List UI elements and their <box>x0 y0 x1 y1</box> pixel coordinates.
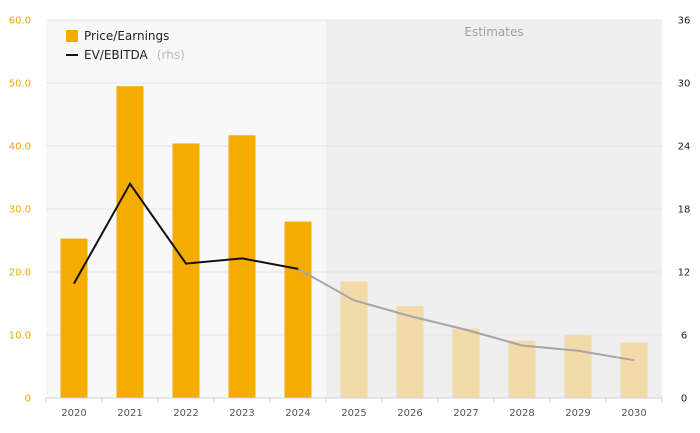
left-tick-label: 0 <box>25 394 31 405</box>
legend: Price/Earnings EV/EBITDA (rhs) <box>66 29 185 63</box>
left-tick-label: 30.0 <box>9 205 31 216</box>
estimates-label: Estimates <box>464 25 523 39</box>
right-tick-label: 24 <box>678 142 691 153</box>
left-tick-label: 10.0 <box>9 331 31 342</box>
axes: 0 10.0 20.0 30.0 40.0 50.0 60.0 0 6 12 18 24 30 36 202… <box>9 16 691 420</box>
ev-ebitda-point-2022 <box>185 263 187 265</box>
ev-ebitda-point-2028 <box>521 345 523 346</box>
bar-2024 <box>284 221 312 398</box>
ev-ebitda-point-2023 <box>241 257 243 259</box>
bar-2026 <box>396 306 424 398</box>
bar-2027 <box>452 328 480 398</box>
ev-ebitda-point-2025 <box>353 299 355 301</box>
right-tick-label: 18 <box>678 205 691 216</box>
legend-label-ev-ebitda-name: EV/EBITDA <box>84 48 149 62</box>
line-series <box>73 181 635 362</box>
ev-ebitda-point-2021 <box>129 183 131 185</box>
x-tick-label: 2023 <box>229 408 254 419</box>
ev-ebitda-point-2024 <box>297 268 299 270</box>
legend-bar-swatch <box>66 30 78 42</box>
left-tick-label: 20.0 <box>9 268 31 279</box>
ev-ebitda-point-2026 <box>409 315 411 317</box>
bar-series <box>60 86 648 399</box>
bar-2030 <box>620 342 648 398</box>
legend-label-price-earnings: Price/Earnings <box>84 29 169 43</box>
left-tick-label: 40.0 <box>9 142 31 153</box>
right-tick-label: 0 <box>681 394 687 405</box>
x-tick-label: 2025 <box>341 408 366 419</box>
x-tick-label: 2022 <box>173 408 198 419</box>
legend-label-rhs: (rhs) <box>157 48 185 62</box>
bar-2021 <box>116 86 144 399</box>
x-tick-label: 2024 <box>285 408 310 419</box>
bar-2020 <box>60 238 88 398</box>
right-tick-label: 6 <box>681 331 687 342</box>
left-tick-label: 60.0 <box>9 16 31 27</box>
legend-label-ev-ebitda: EV/EBITDA (rhs) <box>84 44 185 63</box>
ev-ebitda-point-2027 <box>465 329 467 331</box>
bar-2028 <box>508 340 536 398</box>
x-tick-label: 2020 <box>61 408 86 419</box>
right-tick-label: 36 <box>678 16 691 27</box>
x-tick-label: 2021 <box>117 408 142 419</box>
bar-2022 <box>172 143 200 398</box>
ev-ebitda-point-2029 <box>577 350 579 352</box>
x-tick-label: 2026 <box>397 408 422 419</box>
x-tick-label: 2030 <box>621 408 646 419</box>
ev-ebitda-point-2020 <box>73 283 75 285</box>
right-tick-label: 12 <box>678 268 691 279</box>
bar-2023 <box>228 135 256 399</box>
x-tick-label: 2028 <box>509 408 534 419</box>
bar-2025 <box>340 281 368 398</box>
left-tick-label: 50.0 <box>9 79 31 90</box>
ev-ebitda-point-2030 <box>633 359 635 361</box>
x-tick-label: 2027 <box>453 408 478 419</box>
x-tick-label: 2029 <box>565 408 590 419</box>
bar-2029 <box>564 335 592 398</box>
right-tick-label: 30 <box>678 79 691 90</box>
